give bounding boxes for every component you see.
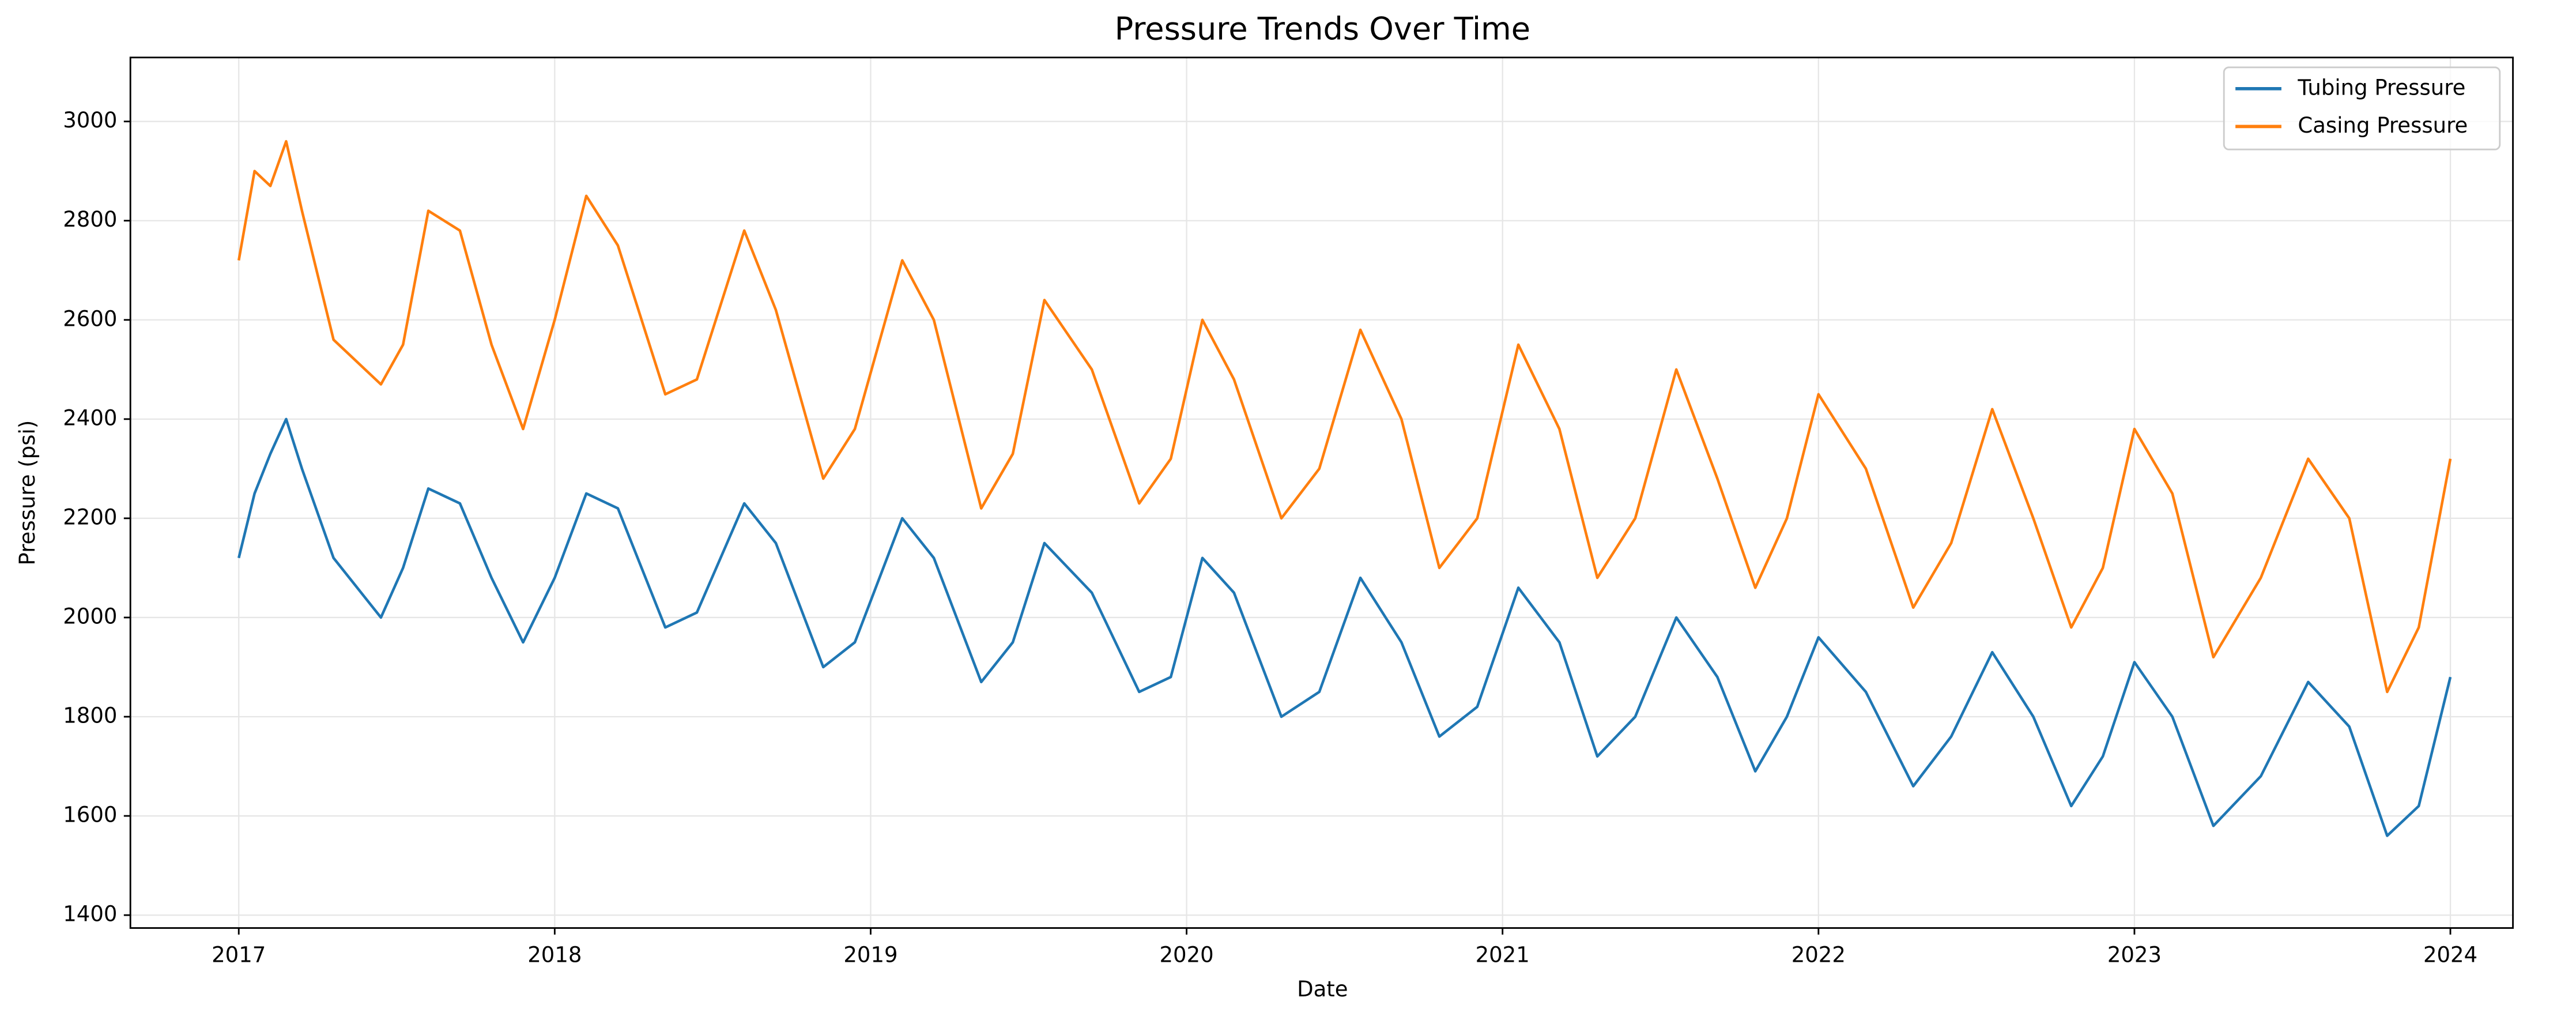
chart-title: Pressure Trends Over Time xyxy=(1115,11,1531,47)
y-tick-label: 2800 xyxy=(63,207,117,232)
x-tick-label: 2022 xyxy=(1791,942,1846,967)
y-tick-label: 2400 xyxy=(63,405,117,430)
y-tick-label: 3000 xyxy=(63,108,117,133)
series-line xyxy=(237,417,2452,837)
x-tick-label: 2017 xyxy=(212,942,266,967)
plot-frame xyxy=(129,57,2514,929)
y-tick-label: 2600 xyxy=(63,306,117,331)
y-tick-label: 1400 xyxy=(63,902,117,927)
legend-box xyxy=(2223,66,2501,150)
x-tick-label: 2019 xyxy=(843,942,897,967)
x-tick-label: 2024 xyxy=(2423,942,2477,967)
x-tick-label: 2021 xyxy=(1476,942,1530,967)
legend-label: Casing Pressure xyxy=(2298,113,2468,138)
y-tick-label: 2000 xyxy=(63,604,117,628)
x-tick-label: 2023 xyxy=(2107,942,2162,967)
x-tick-label: 2018 xyxy=(527,942,582,967)
legend-label: Tubing Pressure xyxy=(2297,75,2465,100)
series-line xyxy=(237,140,2452,694)
y-tick-label: 1800 xyxy=(63,703,117,728)
y-tick-label: 1600 xyxy=(63,803,117,827)
y-tick-label: 2200 xyxy=(63,505,117,529)
x-tick-label: 2020 xyxy=(1159,942,1213,967)
y-axis-label: Pressure (psi) xyxy=(15,420,40,566)
x-axis-label: Date xyxy=(1297,977,1348,1002)
legend: Tubing Pressure Casing Pressure xyxy=(2223,66,2501,150)
